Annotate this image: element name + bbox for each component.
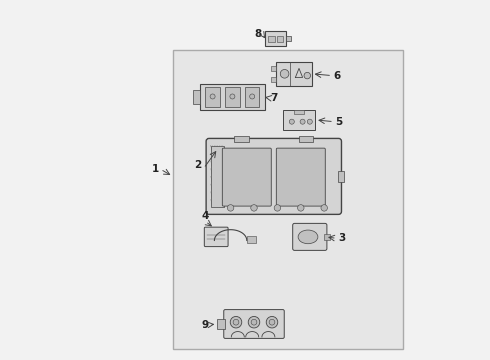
FancyBboxPatch shape xyxy=(276,148,325,206)
Circle shape xyxy=(297,204,304,211)
Bar xyxy=(173,50,403,349)
Circle shape xyxy=(210,94,215,99)
Circle shape xyxy=(269,319,275,325)
Ellipse shape xyxy=(298,230,318,244)
Bar xyxy=(193,90,200,104)
FancyBboxPatch shape xyxy=(224,310,284,338)
Bar xyxy=(245,87,259,107)
FancyBboxPatch shape xyxy=(222,148,271,206)
Text: 2: 2 xyxy=(195,160,202,170)
Circle shape xyxy=(230,316,242,328)
Text: 6: 6 xyxy=(333,71,341,81)
Bar xyxy=(265,31,286,46)
Text: 7: 7 xyxy=(270,93,277,103)
Circle shape xyxy=(250,94,255,99)
FancyBboxPatch shape xyxy=(204,227,228,247)
FancyBboxPatch shape xyxy=(206,139,342,215)
Circle shape xyxy=(251,319,257,325)
Circle shape xyxy=(321,204,327,211)
Circle shape xyxy=(266,316,278,328)
Bar xyxy=(299,135,314,142)
Bar xyxy=(247,236,256,243)
Bar xyxy=(205,87,220,107)
Circle shape xyxy=(304,72,311,79)
Circle shape xyxy=(274,204,281,211)
Circle shape xyxy=(227,204,234,211)
Bar xyxy=(286,36,292,41)
FancyBboxPatch shape xyxy=(293,223,327,251)
Circle shape xyxy=(233,319,239,325)
Bar xyxy=(268,36,274,42)
Circle shape xyxy=(230,94,235,99)
Text: 5: 5 xyxy=(335,117,342,127)
Bar xyxy=(217,319,225,329)
Text: 4: 4 xyxy=(202,211,209,221)
Circle shape xyxy=(248,316,260,328)
Bar xyxy=(200,84,265,110)
Circle shape xyxy=(307,119,312,124)
Bar xyxy=(324,234,330,240)
Circle shape xyxy=(300,119,305,124)
Bar xyxy=(277,36,283,42)
Bar xyxy=(338,171,344,182)
Text: 3: 3 xyxy=(338,233,345,243)
Bar xyxy=(234,135,248,142)
Circle shape xyxy=(251,204,257,211)
Bar xyxy=(211,146,224,207)
Circle shape xyxy=(280,69,289,78)
Bar xyxy=(275,62,312,85)
Bar xyxy=(271,77,275,82)
Bar xyxy=(294,110,304,114)
Text: 9: 9 xyxy=(201,320,208,330)
Bar xyxy=(225,87,240,107)
Text: 8: 8 xyxy=(254,29,261,39)
Bar xyxy=(271,66,275,71)
Circle shape xyxy=(289,119,294,124)
Bar xyxy=(283,110,315,130)
Text: 1: 1 xyxy=(152,164,159,174)
